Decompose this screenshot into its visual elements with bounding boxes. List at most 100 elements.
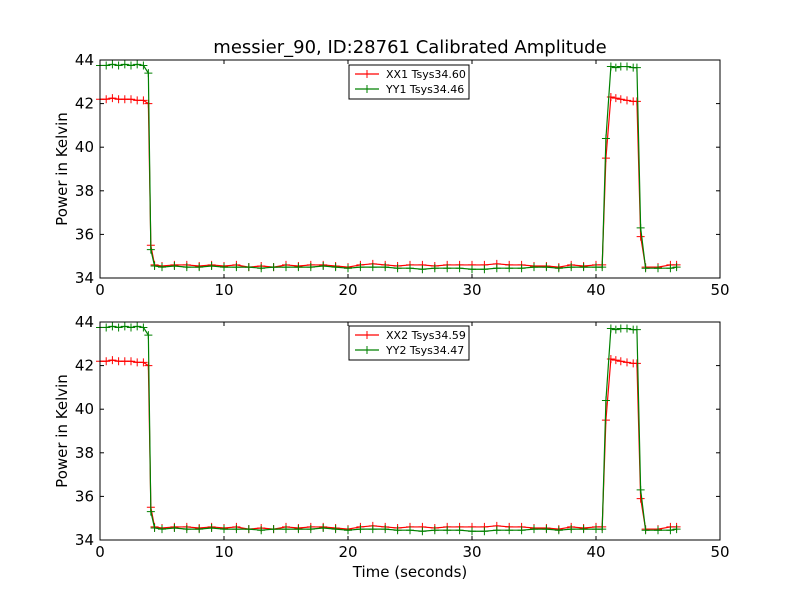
data-point (611, 94, 620, 103)
x-tick-label: 0 (95, 281, 105, 299)
data-point (632, 97, 641, 106)
data-point (455, 526, 464, 535)
legend-label: XX1 Tsys34.60 (386, 68, 466, 81)
data-point (133, 322, 142, 331)
data-point (606, 62, 615, 71)
data-point (282, 263, 290, 272)
legend: XX2 Tsys34.59 YY2 Tsys34.47 (348, 325, 470, 361)
data-point (220, 263, 228, 272)
data-point (443, 264, 452, 273)
x-tick-label: 40 (586, 543, 605, 561)
series-line (100, 96, 677, 268)
data-point (654, 264, 662, 273)
data-point (331, 525, 340, 534)
data-point (331, 263, 340, 272)
data-point (505, 264, 514, 273)
data-point (207, 524, 216, 533)
legend: XX1 Tsys34.60 YY1 Tsys34.46 (348, 64, 470, 100)
data-point (102, 61, 111, 70)
data-point (443, 526, 452, 535)
data-point (406, 526, 414, 535)
data-point (220, 525, 228, 534)
x-tick-label: 20 (338, 543, 357, 561)
data-point (344, 526, 352, 535)
x-axis-label: Time (seconds) (352, 563, 468, 581)
data-point (269, 263, 278, 272)
data-point (319, 524, 328, 533)
y-tick-label: 36 (75, 225, 94, 243)
data-point (146, 245, 155, 254)
data-point (542, 263, 551, 272)
data-point (127, 357, 135, 366)
legend-box (348, 325, 470, 361)
data-point (480, 265, 489, 274)
data-point (102, 357, 111, 366)
data-point (611, 325, 620, 334)
data-point (139, 358, 148, 367)
legend-marker (363, 70, 371, 78)
data-point (517, 264, 526, 273)
data-point (139, 96, 148, 105)
data-point (319, 262, 328, 271)
data-point (601, 134, 610, 143)
data-point (232, 525, 241, 534)
data-point (356, 525, 365, 534)
data-point (530, 525, 538, 534)
x-tick-label: 50 (710, 281, 729, 299)
data-point (418, 527, 427, 536)
y-tick-label: 34 (75, 269, 94, 287)
data-point (606, 324, 615, 333)
data-point (641, 526, 650, 535)
data-point (102, 323, 111, 332)
data-point (114, 61, 123, 70)
data-point (517, 526, 526, 535)
data-point (623, 324, 631, 333)
data-point (632, 63, 641, 72)
x-tick-label: 20 (338, 281, 357, 299)
data-point (623, 62, 631, 71)
data-point (554, 526, 563, 535)
data-point (530, 263, 538, 272)
data-point (672, 263, 681, 272)
data-point (120, 60, 129, 69)
data-point (480, 527, 489, 536)
y-axis-label: Power in Kelvin (53, 374, 71, 488)
data-point (127, 323, 135, 332)
figure-title: messier_90, ID:28761 Calibrated Amplitud… (213, 37, 606, 58)
legend-marker (363, 346, 371, 354)
series-1 (96, 355, 681, 534)
data-point (170, 524, 179, 533)
series-line (100, 358, 677, 530)
data-point (505, 526, 514, 535)
data-point (182, 263, 191, 272)
legend-label: YY1 Tsys34.46 (385, 83, 464, 96)
data-point (492, 264, 501, 273)
data-point (257, 264, 266, 273)
data-point (654, 526, 662, 535)
data-point (195, 525, 204, 534)
data-point (144, 69, 153, 78)
y-tick-label: 40 (75, 400, 94, 418)
data-point (492, 526, 501, 535)
data-point (601, 396, 610, 405)
legend-label: XX2 Tsys34.59 (386, 329, 466, 342)
x-tick-label: 50 (710, 543, 729, 561)
data-point (127, 95, 135, 104)
data-point (150, 524, 159, 533)
series-2 (96, 322, 681, 536)
data-point (170, 262, 179, 271)
data-point (102, 95, 111, 104)
data-point (393, 264, 402, 273)
data-point (306, 263, 315, 272)
data-point (108, 322, 117, 331)
legend-box (348, 64, 470, 100)
data-point (182, 525, 191, 534)
legend-marker (363, 331, 371, 339)
y-tick-label: 44 (75, 313, 94, 331)
x-tick-label: 0 (95, 543, 105, 561)
data-point (108, 356, 117, 365)
data-point (381, 263, 390, 272)
data-point (611, 356, 620, 365)
plot-frame (99, 321, 721, 541)
y-tick-label: 38 (75, 444, 94, 462)
